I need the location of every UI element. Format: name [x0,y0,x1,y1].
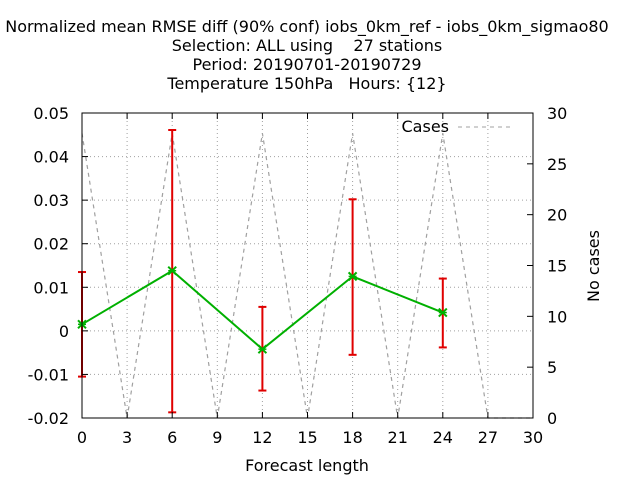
chart-title-line: Normalized mean RMSE diff (90% conf) iob… [5,17,608,37]
x-tick-label: 30 [523,428,543,447]
chart-title-line: Temperature 150hPa Hours: {12} [166,74,446,93]
x-tick-label: 3 [122,428,132,447]
y-tick-label: -0.01 [28,365,69,384]
y-tick-label: 0.01 [33,278,69,297]
y-tick-label: 0 [59,322,69,341]
y-axis-ticks: -0.02 -0.01 0 0.01 0.02 0.03 0.04 0.05 [28,104,88,428]
x-tick-label: 9 [212,428,222,447]
y2-tick-label: 25 [547,155,567,174]
data-point-marker [257,344,268,354]
cases-line [81,133,533,419]
y-tick-label: -0.02 [28,409,69,428]
chart-legend: Cases [402,117,512,136]
x-tick-label: 18 [342,428,362,447]
chart-title-block: Normalized mean RMSE diff (90% conf) iob… [5,17,608,93]
cases-series [81,133,533,419]
x-axis-label: Forecast length [245,456,369,475]
legend-label-cases: Cases [402,117,450,136]
x-tick-label: 0 [77,428,87,447]
x-axis-ticks: 0 3 6 9 12 15 18 21 24 27 30 [77,113,543,447]
chart-grid [82,113,533,418]
y-tick-label: 0.05 [33,104,69,123]
errorbar-series [78,128,447,414]
x-tick-label: 15 [297,428,317,447]
y2-axis-ticks: 0 5 10 15 20 25 30 [527,104,567,428]
x-tick-label: 12 [252,428,272,447]
y2-tick-label: 0 [547,409,557,428]
y2-tick-label: 5 [547,358,557,377]
x-tick-label: 21 [388,428,408,447]
data-point-marker [347,271,358,282]
y2-axis-label: No cases [584,230,603,302]
y2-tick-label: 30 [547,104,567,123]
y-tick-label: 0.03 [33,191,69,210]
x-tick-label: 24 [433,428,453,447]
data-point-marker [438,307,448,318]
chart-title-line: Selection: ALL using 27 stations [172,36,442,55]
rmse-diff-series [77,266,448,354]
chart-title-line: Period: 20190701-20190729 [192,55,421,74]
y2-tick-label: 20 [547,206,567,225]
y2-tick-label: 15 [547,257,567,276]
x-tick-label: 6 [167,428,177,447]
y2-tick-label: 10 [547,307,567,326]
y-tick-label: 0.04 [33,148,69,167]
data-point-marker [167,266,177,276]
y-tick-label: 0.02 [33,235,69,254]
x-tick-label: 27 [478,428,498,447]
